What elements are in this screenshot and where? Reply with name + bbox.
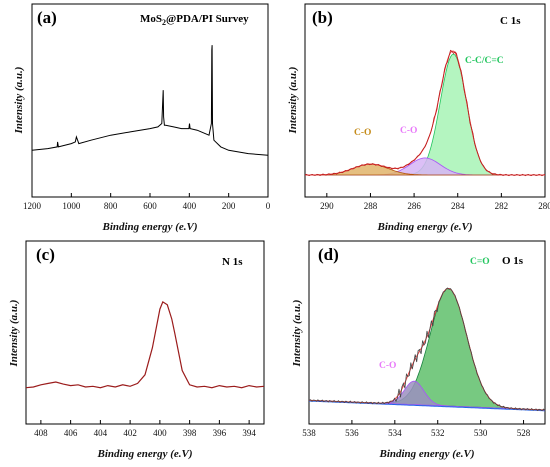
x-tick-label: 400 [183, 201, 197, 211]
x-tick-label: 398 [183, 428, 197, 438]
panel-c: (c) N 1s 408 406 404 402 400 398 396 394 Bindin… [8, 240, 265, 460]
fit-peak-0 [305, 53, 545, 176]
x-tick-label: 200 [222, 201, 236, 211]
x-ticks-a: 1200 1000 800 600 400 200 0 [23, 193, 271, 211]
plot-frame-b [304, 3, 546, 198]
annotation-d-co-double: C=O [470, 257, 490, 267]
plot-title-d: O 1s [502, 255, 524, 267]
plot-title-c: N 1s [222, 256, 243, 268]
x-tick-label: 394 [242, 428, 256, 438]
n1s-series-line [25, 301, 265, 389]
x-tick-label: 528 [517, 428, 531, 438]
x-tick-label: 538 [302, 428, 316, 438]
x-ticks-b: 290 288 286 284 282 280 [320, 193, 550, 211]
x-tick-label: 282 [495, 201, 509, 211]
x-tick-label: 288 [364, 201, 378, 211]
survey-series-line [31, 45, 269, 156]
x-tick-label: 1000 [62, 201, 81, 211]
raw-data-line [304, 49, 546, 177]
x-tick-label: 406 [64, 428, 78, 438]
x-tick-label: 400 [153, 428, 167, 438]
y-axis-label-a: Intensity (a.u.) [13, 67, 25, 135]
x-axis-label-d: Binding energy (e.V) [378, 448, 474, 460]
y-axis-label-c: Intensity (a.u.) [8, 300, 20, 368]
panel-a: (a) MoS2@PDA/PI Survey 1200 1000 800 600 400… [13, 3, 271, 233]
plot-frame-c [25, 240, 265, 425]
plot-area-b [304, 49, 546, 177]
x-tick-label: 408 [34, 428, 48, 438]
panel-d: (d) O 1s 538 536 534 532 530 528 C=O C-O Bind… [291, 240, 546, 460]
x-tick-label: 800 [104, 201, 118, 211]
annotation-b-co-2: C-O [354, 128, 371, 138]
x-axis-label-c: Binding energy (e.V) [96, 448, 192, 460]
x-ticks-d: 538 536 534 532 530 528 [302, 420, 531, 438]
panel-b: (b) C 1s 290 288 286 284 282 280 C-C/C=C C-O … [287, 3, 550, 233]
fit-envelope-line [305, 50, 545, 176]
x-tick-label: 402 [123, 428, 137, 438]
x-tick-label: 1200 [23, 201, 42, 211]
panel-label-c: (c) [36, 245, 55, 264]
panel-label-b: (b) [312, 8, 333, 27]
plot-title-b: C 1s [500, 15, 521, 27]
y-axis-label-d: Intensity (a.u.) [291, 300, 303, 368]
x-tick-label: 532 [431, 428, 445, 438]
x-tick-label: 290 [320, 201, 334, 211]
plot-area-d [308, 287, 546, 412]
annotation-d-co-single: C-O [379, 361, 396, 371]
plot-title-a: MoS2@PDA/PI Survey [140, 13, 249, 27]
plot-title-a-rest: @PDA/PI Survey [166, 13, 249, 25]
x-tick-label: 280 [538, 201, 550, 211]
x-tick-label: 284 [451, 201, 465, 211]
x-tick-label: 404 [94, 428, 108, 438]
plot-frame-a [31, 3, 269, 198]
x-tick-label: 600 [143, 201, 157, 211]
x-axis-label-a: Binding energy (e.V) [101, 221, 197, 233]
annotation-b-ccc: C-C/C=C [465, 56, 504, 66]
y-axis-label-b: Intensity (a.u.) [287, 67, 299, 135]
x-tick-label: 0 [266, 201, 271, 211]
panel-label-a: (a) [37, 8, 57, 27]
x-tick-label: 536 [345, 428, 359, 438]
x-axis-label-b: Binding energy (e.V) [376, 221, 472, 233]
fit-peak-0 [308, 288, 546, 411]
x-tick-label: 286 [407, 201, 421, 211]
panel-label-d: (d) [318, 245, 339, 264]
x-ticks-c: 408 406 404 402 400 398 396 394 [34, 420, 256, 438]
plot-frame-d [308, 240, 546, 425]
plot-title-a-main: MoS [140, 13, 162, 25]
fit-peak-2 [305, 163, 545, 176]
x-tick-label: 396 [213, 428, 227, 438]
raw-data-line [308, 287, 546, 412]
x-tick-label: 530 [474, 428, 488, 438]
x-tick-label: 534 [388, 428, 402, 438]
annotation-b-co-1: C-O [400, 126, 417, 136]
plot-title-a-sub: 2 [162, 18, 166, 27]
